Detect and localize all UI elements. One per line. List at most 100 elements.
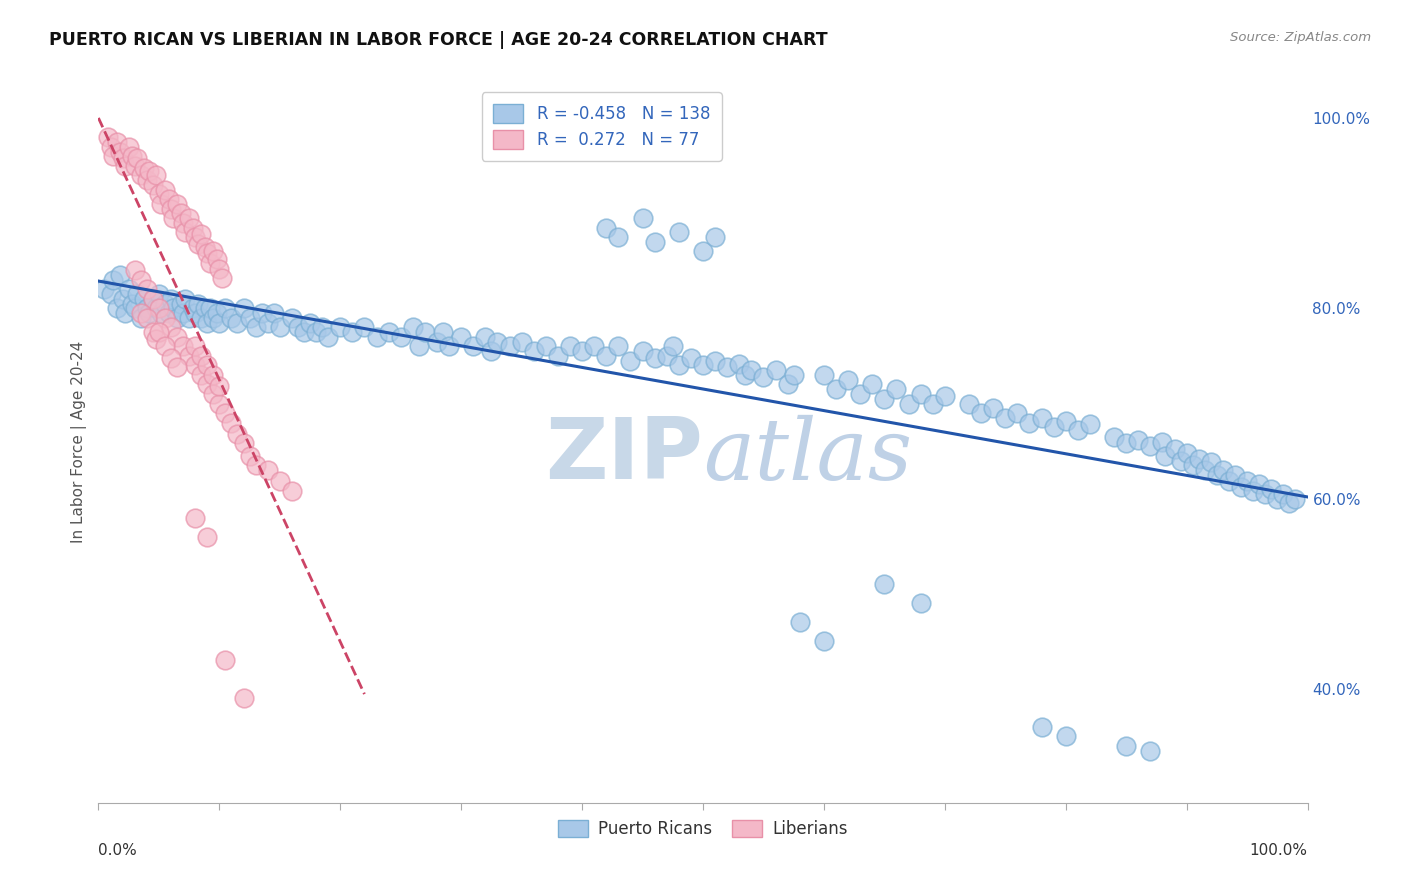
- Point: [118, 282, 141, 296]
- Point: [184, 339, 207, 353]
- Point: [305, 325, 328, 339]
- Point: [142, 292, 165, 306]
- Point: [1154, 449, 1177, 463]
- Point: [111, 292, 134, 306]
- Text: PUERTO RICAN VS LIBERIAN IN LABOR FORCE | AGE 20-24 CORRELATION CHART: PUERTO RICAN VS LIBERIAN IN LABOR FORCE …: [49, 31, 828, 49]
- Point: [129, 273, 152, 287]
- Point: [389, 330, 412, 344]
- Point: [921, 396, 943, 410]
- Point: [145, 169, 167, 183]
- Point: [153, 339, 176, 353]
- Point: [329, 320, 352, 334]
- Point: [127, 151, 149, 165]
- Point: [160, 292, 183, 306]
- Point: [111, 151, 134, 165]
- Point: [981, 401, 1004, 416]
- Point: [174, 292, 197, 306]
- Point: [1212, 463, 1234, 477]
- Point: [166, 360, 188, 375]
- Point: [135, 282, 157, 296]
- Point: [910, 596, 932, 610]
- Point: [97, 130, 120, 145]
- Point: [250, 306, 273, 320]
- Point: [174, 226, 197, 240]
- Point: [114, 306, 136, 320]
- Point: [114, 159, 136, 173]
- Point: [202, 310, 225, 325]
- Point: [740, 363, 762, 377]
- Point: [148, 325, 170, 339]
- Point: [105, 301, 128, 316]
- Point: [195, 359, 218, 373]
- Point: [1042, 420, 1064, 434]
- Point: [232, 301, 254, 316]
- Point: [886, 382, 908, 396]
- Point: [169, 296, 191, 310]
- Point: [1078, 417, 1101, 432]
- Point: [208, 316, 231, 330]
- Point: [160, 351, 183, 365]
- Point: [135, 301, 157, 316]
- Point: [124, 263, 146, 277]
- Point: [198, 301, 221, 316]
- Point: [190, 368, 212, 382]
- Point: [994, 410, 1017, 425]
- Point: [150, 306, 173, 320]
- Point: [607, 230, 630, 244]
- Point: [195, 377, 218, 392]
- Point: [1102, 430, 1125, 444]
- Point: [127, 287, 149, 301]
- Point: [129, 169, 152, 183]
- Y-axis label: In Labor Force | Age 20-24: In Labor Force | Age 20-24: [72, 341, 87, 542]
- Point: [211, 271, 233, 285]
- Point: [181, 301, 204, 316]
- Point: [202, 387, 225, 401]
- Point: [135, 310, 157, 325]
- Point: [190, 310, 212, 325]
- Point: [873, 577, 896, 591]
- Point: [101, 149, 124, 163]
- Point: [873, 392, 896, 406]
- Point: [1128, 433, 1150, 447]
- Point: [93, 282, 115, 296]
- Point: [108, 268, 131, 282]
- Point: [765, 363, 787, 377]
- Point: [752, 370, 775, 384]
- Point: [413, 325, 436, 339]
- Point: [619, 353, 641, 368]
- Point: [644, 235, 666, 249]
- Point: [481, 344, 503, 359]
- Point: [239, 449, 262, 463]
- Point: [704, 230, 727, 244]
- Point: [789, 615, 811, 630]
- Point: [342, 325, 364, 339]
- Point: [1260, 482, 1282, 496]
- Point: [281, 310, 304, 325]
- Point: [353, 320, 375, 334]
- Point: [1278, 496, 1301, 510]
- Point: [205, 306, 228, 320]
- Point: [463, 339, 485, 353]
- Point: [486, 334, 509, 349]
- Point: [631, 211, 654, 226]
- Point: [1267, 491, 1289, 506]
- Point: [813, 368, 835, 382]
- Point: [160, 202, 183, 216]
- Point: [287, 320, 309, 334]
- Point: [256, 316, 278, 330]
- Point: [124, 159, 146, 173]
- Point: [190, 227, 212, 242]
- Point: [135, 173, 157, 187]
- Point: [571, 344, 593, 359]
- Point: [1115, 436, 1137, 450]
- Point: [1230, 480, 1253, 494]
- Point: [450, 330, 472, 344]
- Point: [269, 320, 291, 334]
- Point: [1139, 439, 1161, 453]
- Text: ZIP: ZIP: [546, 415, 703, 498]
- Point: [776, 377, 799, 392]
- Point: [205, 252, 228, 266]
- Point: [194, 240, 217, 254]
- Point: [138, 306, 160, 320]
- Point: [661, 339, 683, 353]
